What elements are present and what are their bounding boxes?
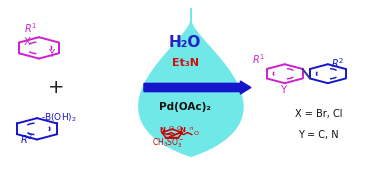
Text: n: n [189,127,193,131]
Polygon shape [139,8,243,156]
Text: $R^2$: $R^2$ [20,133,33,146]
Text: $R^1$: $R^1$ [252,53,265,66]
Text: O: O [194,131,199,136]
Text: Pd(OAc)₂: Pd(OAc)₂ [159,102,211,112]
Text: +: + [48,78,64,97]
Text: -B(OH)$_2$: -B(OH)$_2$ [41,111,77,124]
Text: $R^2$: $R^2$ [331,57,344,70]
Text: X = Br, Cl: X = Br, Cl [295,109,342,119]
Text: X: X [23,37,30,47]
Text: Et₃N: Et₃N [172,58,199,68]
Text: CH$_3$SO$_3^-$: CH$_3$SO$_3^-$ [152,137,185,150]
Text: Y: Y [280,85,286,95]
Text: Y: Y [48,49,54,59]
Text: H₂O: H₂O [169,35,201,50]
FancyArrow shape [144,81,251,94]
Text: O: O [177,126,182,131]
Text: N: N [159,127,165,134]
Text: N: N [179,127,185,134]
Text: O: O [169,126,174,131]
Text: $R^1$: $R^1$ [24,21,37,35]
Text: Y = C, N: Y = C, N [298,130,339,140]
